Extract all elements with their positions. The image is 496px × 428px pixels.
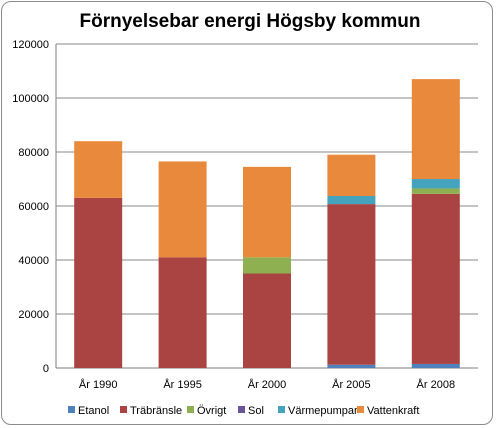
bar-segment: [158, 161, 207, 258]
bar-segment: [327, 364, 376, 368]
bar-segment: [411, 193, 460, 364]
y-tick-label: 60000: [18, 201, 49, 213]
legend-swatch: [357, 406, 364, 413]
chart-title: Förnyelsebar energi Högsby kommun: [79, 11, 420, 32]
legend-label: Träbränsle: [130, 405, 182, 417]
bar-segment: [327, 154, 376, 197]
bar-segment: [411, 363, 460, 368]
legend-swatch: [238, 406, 245, 413]
bar-segment: [243, 257, 291, 274]
legend: Etanol Träbränsle Övrigt Sol Värmepumpar Vatt…: [68, 405, 419, 417]
y-tick-label: 80000: [18, 147, 49, 159]
legend-swatch: [68, 406, 75, 413]
bar-segment: [411, 179, 460, 189]
legend-swatch: [187, 406, 194, 413]
y-tick-label: 40000: [18, 255, 49, 267]
legend-item: Vattenkraft: [357, 405, 419, 417]
bar-segment: [243, 273, 291, 368]
y-axis: 0 20000 40000 60000 80000 100000 120000: [12, 39, 57, 375]
gridlines: [56, 43, 478, 369]
bars: [74, 79, 460, 368]
legend-swatch: [278, 406, 285, 413]
legend-label: Etanol: [78, 405, 109, 417]
bar-segment: [327, 196, 376, 205]
legend-item: Värmepumpar: [278, 405, 358, 417]
x-tick-label: År 2008: [417, 378, 456, 391]
legend-label: Vattenkraft: [367, 405, 419, 417]
bar-segment: [411, 188, 460, 194]
bar-segment: [411, 79, 460, 179]
y-tick-label: 100000: [12, 93, 49, 105]
legend-label: Sol: [248, 405, 264, 417]
bar-segment: [327, 204, 376, 365]
bar-segment: [158, 257, 207, 368]
legend-swatch: [120, 406, 127, 413]
legend-item: Träbränsle: [120, 405, 182, 417]
x-tick-label: År 1995: [163, 378, 202, 391]
bar-segment: [74, 141, 123, 198]
y-tick-label: 0: [43, 363, 49, 375]
legend-label: Övrigt: [197, 405, 226, 417]
legend-item: Övrigt: [187, 405, 226, 417]
x-axis: År 1990 År 1995 År 2000 År 2005 År 2008: [79, 378, 455, 391]
x-tick-label: År 1990: [79, 378, 118, 391]
legend-label: Värmepumpar: [288, 405, 358, 417]
bar-segment: [243, 166, 291, 258]
x-tick-label: År 2000: [248, 378, 287, 391]
x-tick-label: År 2005: [332, 378, 371, 391]
bar-segment: [74, 197, 123, 368]
y-tick-label: 20000: [18, 309, 49, 321]
y-tick-label: 120000: [12, 39, 49, 51]
legend-item: Etanol: [68, 405, 109, 417]
legend-item: Sol: [238, 405, 264, 417]
